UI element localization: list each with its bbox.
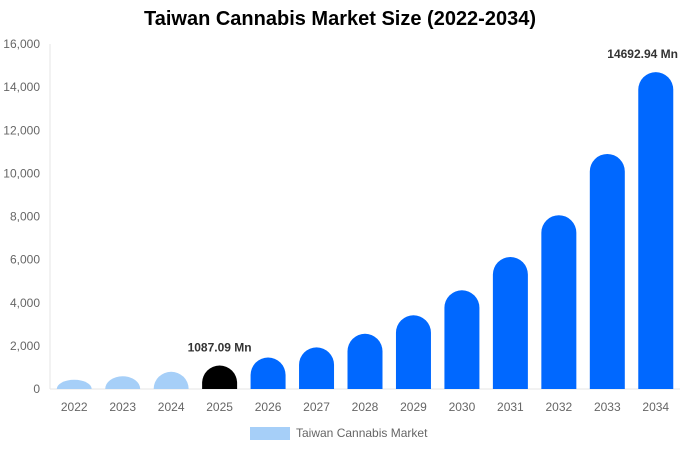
x-tick-label: 2024 [158, 400, 185, 414]
x-tick-label: 2030 [449, 400, 476, 414]
y-tick-label: 12,000 [3, 123, 40, 137]
y-tick-label: 8,000 [10, 210, 40, 224]
y-tick-label: 0 [33, 382, 40, 396]
y-axis: 0 2,000 4,000 6,000 8,000 10,000 12,000 14,000 1… [3, 37, 51, 396]
x-tick-label: 2031 [497, 400, 524, 414]
bar-2031[interactable] [492, 257, 528, 389]
y-tick-label: 14,000 [3, 80, 40, 94]
x-axis: 2022 2023 2024 2025 2026 2027 2028 2029 2030 2031… [50, 388, 680, 414]
bar-2032[interactable] [541, 215, 577, 389]
bars [56, 72, 674, 390]
y-tick-label: 4,000 [10, 296, 40, 310]
legend-swatch [250, 426, 290, 440]
data-labels: 1087.09 Mn 14692.94 Mn [188, 47, 678, 354]
legend-label: Taiwan Cannabis Market [296, 426, 428, 440]
x-tick-label: 2022 [61, 400, 88, 414]
y-tick-label: 6,000 [10, 253, 40, 267]
bar-2027[interactable] [299, 347, 335, 389]
y-tick-label: 16,000 [3, 37, 40, 51]
bar-2034[interactable] [638, 72, 674, 390]
x-tick-label: 2028 [352, 400, 379, 414]
data-label-2034: 14692.94 Mn [607, 47, 678, 61]
x-tick-label: 2023 [109, 400, 136, 414]
x-tick-label: 2029 [400, 400, 427, 414]
bar-2029[interactable] [395, 315, 431, 389]
y-tick-label: 2,000 [10, 339, 40, 353]
bar-2023[interactable] [105, 376, 141, 389]
x-tick-label: 2032 [545, 400, 572, 414]
x-tick-label: 2025 [206, 400, 233, 414]
bar-2026[interactable] [250, 357, 286, 389]
x-tick-label: 2026 [255, 400, 282, 414]
bar-2030[interactable] [444, 290, 480, 389]
bar-2028[interactable] [347, 333, 383, 389]
bar-2033[interactable] [589, 153, 625, 389]
chart-title: Taiwan Cannabis Market Size (2022-2034) [143, 8, 536, 30]
bar-2022[interactable] [56, 379, 92, 389]
y-tick-label: 10,000 [3, 166, 40, 180]
x-tick-label: 2033 [594, 400, 621, 414]
x-tick-label: 2034 [642, 400, 669, 414]
legend[interactable]: Taiwan Cannabis Market [250, 426, 427, 440]
x-tick-label: 2027 [303, 400, 330, 414]
bar-2025[interactable] [202, 365, 238, 389]
data-label-2025: 1087.09 Mn [188, 341, 252, 355]
bar-2024[interactable] [153, 371, 189, 389]
